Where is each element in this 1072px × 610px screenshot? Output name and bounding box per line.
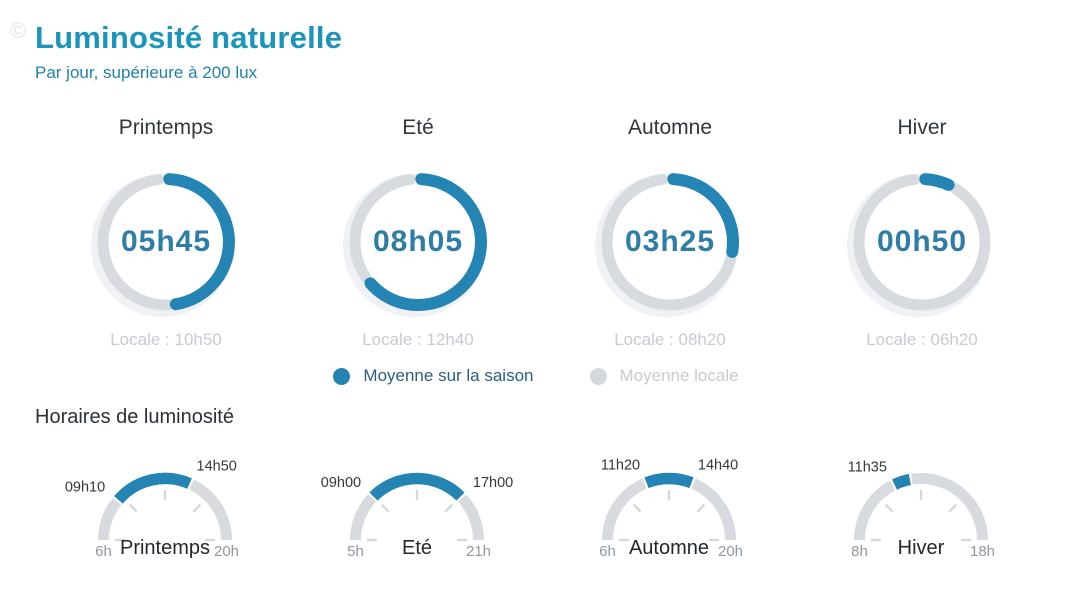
gauge-svg: 11h35 8h 18h Hiver (848, 460, 995, 560)
page-title: Luminosité naturelle (35, 20, 343, 55)
season-column-printemps: Printemps 05h45 Locale : 10h50 (40, 115, 292, 350)
gauge-axis-min-label: 6h (599, 543, 616, 560)
legend-dot-season-icon (333, 367, 351, 385)
gauge-season-label: Automne (629, 537, 709, 559)
gauge-tick (884, 503, 894, 513)
gauge-track-arc (457, 494, 484, 541)
legend-dot-local-icon (589, 367, 607, 385)
gauge-value-arc (891, 473, 912, 490)
schedule-gauge-printemps: 09h10 14h50 6h 20h Printemps (60, 450, 270, 578)
donut-track-arc (601, 174, 737, 311)
donut-value: 00h50 (876, 225, 968, 259)
schedule-gauge-ete: 09h00 17h00 5h 21h Eté (312, 450, 522, 578)
donut-track-arc (97, 174, 174, 311)
donut-arc-svg (343, 173, 487, 318)
season-title: Hiver (897, 116, 947, 139)
donut-track-arc (349, 174, 416, 283)
donut-value-arc (919, 173, 955, 192)
locale-average-label: Locale : 12h40 (362, 330, 474, 350)
gauge-svg: 09h00 17h00 5h 21h Eté (321, 472, 513, 560)
gauge-start-time-label: 09h10 (65, 479, 105, 495)
gauge-end-time-label: 14h40 (698, 458, 738, 474)
schedule-gauge-charts: 09h10 14h50 6h 20h Printemps 09h00 17h00 5h 21h… (60, 450, 1026, 578)
donut-gauge-automne: 03h25 (595, 167, 745, 318)
legend-label: Moyenne locale (619, 366, 739, 385)
donut-value-arc (667, 173, 739, 259)
seasonal-duration-charts: Printemps 05h45 Locale : 10h50 Eté 08h05… (40, 115, 1048, 350)
gauge-axis-max-label: 20h (214, 543, 239, 560)
donut-value-arc (364, 173, 487, 312)
donut-value: 05h45 (120, 225, 212, 259)
gauge-track-arc (98, 498, 122, 541)
season-column-automne: Automne 03h25 Locale : 08h20 (544, 115, 796, 350)
gauge-tick (696, 503, 706, 513)
gauge-tick (380, 503, 390, 513)
section-title-horaires: Horaires de luminosité (35, 406, 234, 428)
gauge-start-time-label: 11h20 (601, 458, 640, 474)
donut-value-arc (163, 173, 235, 311)
season-title: Printemps (118, 116, 214, 139)
chart-legend: Moyenne sur la saison Moyenne locale (0, 366, 1072, 386)
legend-item-local-average: Moyenne locale (589, 366, 739, 386)
gauge-start-time-label: 11h35 (848, 460, 887, 476)
donut-arc-svg (91, 173, 235, 318)
donut-track-arc (853, 174, 991, 311)
locale-average-label: Locale : 06h20 (866, 330, 978, 350)
donut-gauge-printemps: 05h45 (91, 167, 241, 318)
donut-value: 03h25 (624, 225, 716, 259)
gauge-track-arc (188, 479, 232, 541)
watermark-copyright-icon: © (10, 18, 27, 43)
gauge-track-arc (911, 473, 988, 541)
gauge-axis-min-label: 6h (95, 543, 112, 560)
gauge-tick (128, 503, 138, 513)
season-title: Automne (627, 116, 713, 139)
gauge-season-label: Printemps (120, 537, 210, 559)
gauge-axis-max-label: 18h (970, 543, 995, 560)
gauge-end-time-label: 14h50 (197, 459, 237, 475)
gauge-season-label: Hiver (898, 537, 945, 559)
gauge-value-arc (369, 472, 465, 501)
gauge-svg: 11h20 14h40 6h 20h Automne (599, 458, 743, 561)
gauge-tick (444, 503, 454, 513)
donut-arc-svg (847, 173, 991, 318)
season-title: Eté (402, 116, 434, 139)
page-header: Luminosité naturelle Par jour, supérieur… (35, 20, 342, 83)
gauge-axis-max-label: 20h (718, 543, 743, 560)
gauge-track-arc (691, 478, 736, 541)
legend-item-season-average: Moyenne sur la saison (333, 366, 534, 386)
locale-average-label: Locale : 08h20 (614, 330, 726, 350)
page-subtitle: Par jour, supérieure à 200 lux (35, 63, 258, 82)
gauge-season-label: Eté (402, 537, 432, 559)
legend-label: Moyenne sur la saison (363, 366, 534, 385)
schedule-gauge-hiver: 11h35 8h 18h Hiver (816, 450, 1026, 578)
gauge-tick (192, 503, 202, 513)
gauge-start-time-label: 09h00 (321, 475, 361, 491)
gauge-track-arc (602, 478, 647, 541)
schedule-gauge-automne: 11h20 14h40 6h 20h Automne (564, 450, 774, 578)
donut-value: 08h05 (372, 225, 464, 259)
season-column-hiver: Hiver 00h50 Locale : 06h20 (796, 115, 1048, 350)
gauge-value-arc (644, 472, 694, 489)
gauge-tick (632, 503, 642, 513)
gauge-tick (948, 503, 958, 513)
gauge-end-time-label: 17h00 (473, 475, 513, 491)
donut-gauge-ete: 08h05 (343, 167, 493, 318)
donut-arc-svg (595, 173, 739, 318)
donut-gauge-hiver: 00h50 (847, 167, 997, 318)
gauge-axis-max-label: 21h (466, 543, 491, 560)
gauge-value-arc (114, 472, 192, 504)
season-column-ete: Eté 08h05 Locale : 12h40 (292, 115, 544, 350)
gauge-axis-min-label: 8h (851, 543, 868, 560)
gauge-track-arc (350, 494, 377, 541)
gauge-track-arc (854, 480, 896, 541)
gauge-axis-min-label: 5h (347, 543, 364, 560)
locale-average-label: Locale : 10h50 (110, 330, 222, 350)
